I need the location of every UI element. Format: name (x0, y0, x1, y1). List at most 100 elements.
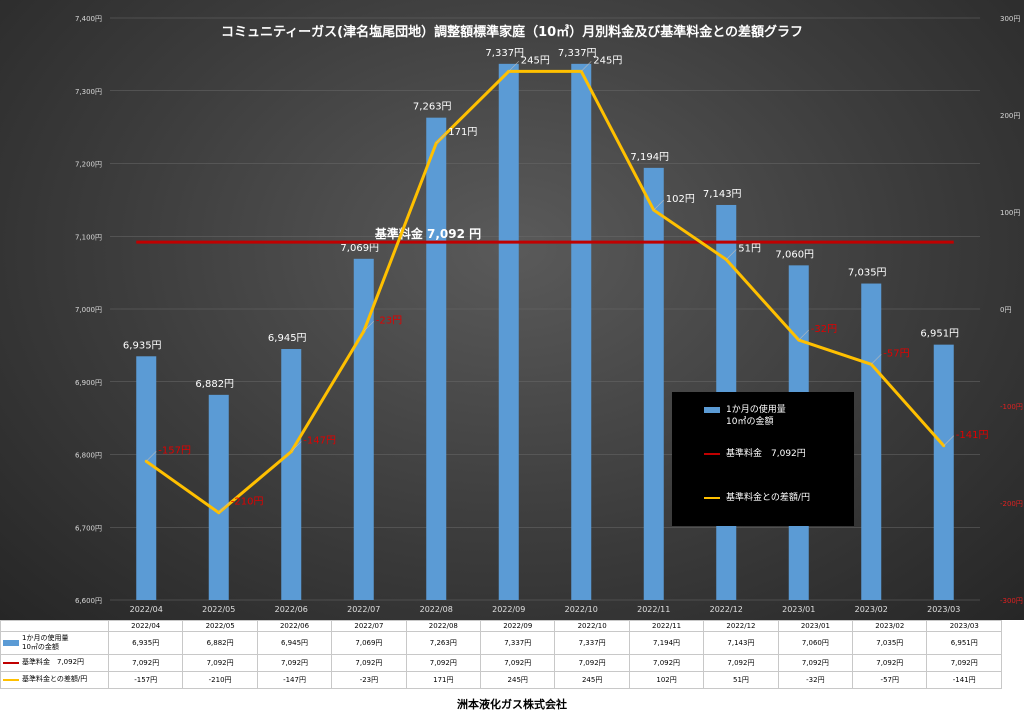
y-left-tick-label: 6,900円 (75, 379, 102, 387)
table-row-label-line: 基準料金 7,092円 (22, 658, 85, 667)
table-month-header: 2022/09 (480, 620, 556, 632)
x-category-label: 2022/07 (347, 605, 380, 614)
table-value-cell: 7,092円 (703, 654, 779, 672)
table-row-swatch (3, 678, 19, 681)
table-row-swatch (3, 661, 19, 664)
bar-2023/02 (861, 283, 882, 600)
data-table-body: 2022/04 2022/05 2022/06 2022/07 2022/08 2022/… (0, 620, 1002, 689)
diff-value-label: 171円 (448, 127, 477, 138)
bar-2022/05 (208, 394, 229, 600)
legend-swatch-bar (704, 407, 720, 413)
table-value-cell: 7,092円 (852, 654, 928, 672)
diff-leader (436, 132, 447, 144)
bar-2022/08 (426, 117, 447, 600)
table-value-cell: 6,945円 (256, 631, 333, 655)
table-row-label-line: 10㎥の金額 (22, 643, 59, 651)
table-value-cell: 7,337円 (554, 631, 630, 655)
diff-leader (508, 61, 519, 72)
table-value-cell: 7,060円 (777, 631, 854, 655)
diff-value-label: -57円 (883, 348, 909, 359)
table-row-label-text: 基準料金との差額/円 (22, 675, 87, 684)
diff-leader (146, 451, 157, 462)
diff-leader (218, 502, 229, 513)
bar-2022/11 (643, 167, 664, 601)
diff-leader (798, 329, 809, 341)
diff-value-label: 245円 (593, 55, 622, 66)
legend-swatch-reference (704, 453, 720, 455)
table-value-cell: 102円 (628, 671, 705, 689)
table-month-header: 2022/05 (182, 620, 258, 632)
x-category-label: 2023/03 (927, 605, 960, 614)
table-value-cell: -32円 (777, 671, 854, 689)
table-row: 1か月の使用量 10㎥の金額 6,935円 6,882円 6,945円 7,069円 7,2… (0, 631, 1002, 655)
table-row-swatch (3, 640, 19, 646)
bar-value-label: 6,945円 (268, 333, 307, 344)
bar-2023/03 (933, 344, 954, 600)
y-right-tick-label: 300円 (1000, 15, 1020, 23)
table-value-cell: -157円 (107, 671, 184, 689)
table-month-header: 2022/07 (331, 620, 407, 632)
table-value-cell: 51円 (703, 671, 779, 689)
table-month-header: 2022/06 (256, 620, 333, 632)
table-value-cell: 7,092円 (107, 654, 184, 672)
y-right-tick-label: -200円 (1000, 500, 1023, 508)
bar-value-label: 7,035円 (848, 268, 887, 279)
table-month-header: 2023/01 (777, 620, 854, 632)
table-value-cell: 7,092円 (405, 654, 482, 672)
bar-value-label: 6,882円 (195, 379, 234, 390)
diff-leader (363, 321, 374, 332)
x-category-label: 2022/10 (565, 605, 598, 614)
diff-leader (291, 441, 302, 452)
diff-value-label: -32円 (811, 324, 837, 335)
bar-value-label: 7,143円 (703, 189, 742, 200)
diff-value-label: -141円 (956, 430, 989, 441)
diff-value-label: -210円 (231, 497, 264, 508)
table-month-header: 2022/11 (628, 620, 705, 632)
x-category-label: 2023/02 (855, 605, 888, 614)
table-month-header: 2022/04 (107, 620, 184, 632)
y-left-tick-label: 7,000円 (75, 306, 102, 314)
legend-text-reference: 基準料金 7,092円 (726, 449, 806, 459)
table-value-cell: -57円 (852, 671, 928, 689)
bar-value-label: 7,060円 (775, 249, 814, 260)
table-value-cell: 245円 (480, 671, 556, 689)
legend-swatch-diff (704, 497, 720, 499)
table-value-cell: -23円 (331, 671, 407, 689)
bar-value-label: 6,951円 (920, 329, 959, 340)
bar-2022/04 (136, 356, 157, 600)
diff-leader (871, 354, 882, 365)
table-value-cell: 7,092円 (331, 654, 407, 672)
bar-2022/09 (498, 63, 519, 600)
table-month-header: 2023/02 (852, 620, 928, 632)
x-category-label: 2022/06 (275, 605, 308, 614)
table-month-header: 2022/08 (405, 620, 482, 632)
table-value-cell: 7,092円 (926, 654, 1002, 672)
diff-value-label: -23円 (376, 315, 402, 326)
x-category-label: 2022/12 (710, 605, 743, 614)
bar-value-label: 7,194円 (630, 152, 669, 163)
combo-chart: 6,600円 6,700円 6,800円 6,900円 7,000円 7,100円 7,20… (75, 15, 1023, 614)
y-left-tick-label: 6,600円 (75, 597, 102, 605)
bar-value-label: 7,337円 (558, 48, 597, 59)
diff-value-label: -157円 (158, 445, 191, 456)
table-value-cell: 245円 (554, 671, 630, 689)
bar-2022/06 (281, 349, 302, 600)
table-corner-cell (0, 620, 109, 632)
table-month-header: 2022/10 (554, 620, 630, 632)
x-category-label: 2023/01 (782, 605, 815, 614)
diff-value-label: 102円 (666, 194, 695, 205)
table-value-cell: -141円 (926, 671, 1002, 689)
reference-line-label: 基準料金 7,092 円 (374, 226, 481, 241)
legend-text-bar: 1か月の使用量 10㎥の金額 (726, 404, 786, 428)
y-right-tick-label: 100円 (1000, 209, 1020, 217)
table-value-cell: 6,882円 (182, 631, 258, 655)
table-value-cell: 7,263円 (405, 631, 482, 655)
table-row-label: 1か月の使用量 10㎥の金額 (0, 631, 109, 655)
table-value-cell: 7,092円 (182, 654, 258, 672)
table-value-cell: 7,092円 (480, 654, 556, 672)
table-row-label-line: 基準料金との差額/円 (22, 675, 88, 684)
company-name: 洲本液化ガス株式会社 (457, 698, 567, 711)
diff-value-label: 51円 (738, 244, 761, 255)
table-value-cell: 7,092円 (256, 654, 333, 672)
table-value-cell: 6,951円 (926, 631, 1002, 655)
